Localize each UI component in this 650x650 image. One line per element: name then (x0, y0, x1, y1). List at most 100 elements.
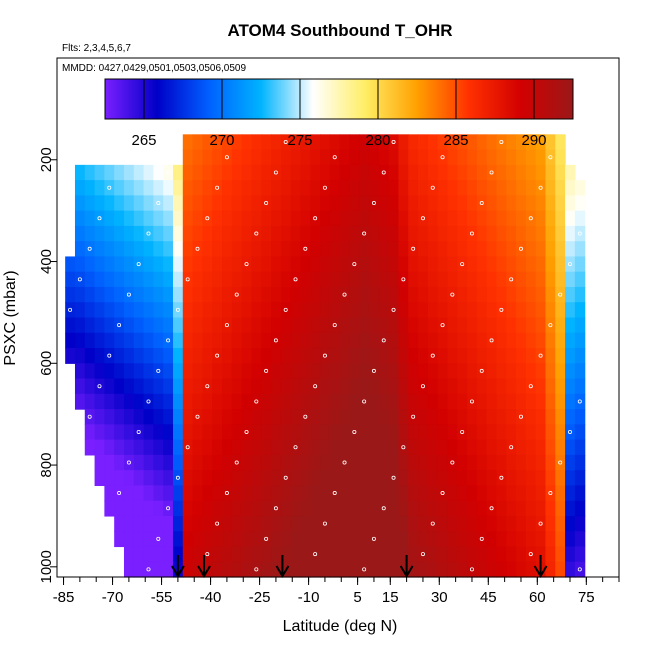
heatmap-cell (320, 378, 331, 395)
heatmap-cell (574, 348, 586, 364)
observation-point (273, 170, 278, 175)
heatmap-cell (496, 225, 507, 242)
heatmap-cell (163, 317, 174, 334)
heatmap-cell (251, 180, 262, 196)
heatmap-cell (437, 302, 449, 319)
heatmap-cell (525, 348, 537, 364)
observation-point (577, 231, 582, 236)
heatmap-cell (378, 256, 390, 273)
heatmap-cell (369, 271, 380, 288)
heatmap-cell (525, 409, 537, 425)
x-tick-label: 5 (353, 589, 361, 606)
heatmap-cell (123, 485, 135, 502)
heatmap-cell (271, 241, 282, 258)
heatmap-cell (359, 195, 370, 212)
heatmap-cell (476, 454, 488, 471)
heatmap-cell (320, 302, 331, 319)
heatmap-cell (427, 515, 439, 532)
heatmap-cell (427, 286, 439, 303)
heatmap-cell (398, 180, 409, 196)
heatmap-cell (104, 164, 115, 181)
heatmap-cell (74, 271, 86, 288)
heatmap-cell (457, 500, 468, 517)
heatmap-cell (369, 515, 380, 532)
heatmap-cell (241, 439, 253, 456)
heatmap-cell (310, 500, 321, 517)
heatmap-cell (133, 256, 145, 273)
heatmap-cell (516, 500, 527, 517)
observation-point (577, 399, 582, 404)
heatmap-cell (261, 363, 272, 380)
heatmap-cell (231, 378, 243, 395)
heatmap-cell (574, 424, 586, 441)
heatmap-cell (300, 500, 311, 517)
heatmap-cell (408, 271, 419, 288)
heatmap-cell (467, 256, 478, 273)
heatmap-cell (565, 286, 576, 303)
heatmap-cell (476, 180, 488, 196)
heatmap-cell (408, 332, 419, 349)
colorbar-ticks: 265 270 275 280 285 290 (131, 79, 547, 149)
heatmap-cell (94, 271, 105, 288)
heatmap-cell (143, 180, 154, 196)
heatmap-cell (486, 363, 498, 380)
observation-point (117, 323, 122, 328)
heatmap-cell (182, 439, 194, 456)
heatmap-cell (388, 546, 400, 563)
heatmap-cell (104, 378, 115, 395)
heatmap-cell (574, 546, 586, 563)
heatmap-cell (192, 225, 204, 242)
heatmap-cell (231, 470, 243, 487)
heatmap-cell (535, 546, 547, 563)
heatmap-cell (506, 164, 517, 181)
heatmap-cell (437, 241, 449, 258)
heatmap-cell (516, 439, 527, 456)
heatmap-cell (192, 195, 204, 212)
observation-point (420, 216, 425, 221)
heatmap-cell (339, 561, 351, 578)
colorbar-tick-label: 265 (131, 132, 156, 149)
heatmap-cell (349, 485, 360, 502)
heatmap-cell (408, 378, 419, 395)
heatmap-cell (310, 561, 321, 578)
heatmap-cell (231, 164, 243, 181)
heatmap-cell (496, 317, 507, 334)
observation-point (450, 292, 455, 297)
heatmap-cell (212, 195, 223, 212)
heatmap-cell (241, 348, 253, 364)
heatmap-cell (427, 256, 439, 273)
heatmap-cell (104, 348, 115, 364)
heatmap-cell (467, 195, 478, 212)
observation-point (293, 277, 298, 282)
heatmap-cell (349, 439, 360, 456)
heatmap-cell (574, 378, 586, 395)
heatmap-cell (339, 424, 351, 441)
heatmap-cell (565, 424, 576, 441)
heatmap-cell (84, 195, 96, 212)
observation-point (391, 307, 396, 312)
heatmap-cell (516, 485, 527, 502)
heatmap-cell (143, 286, 154, 303)
heatmap-cell (369, 363, 380, 380)
heatmap-cell (222, 180, 233, 196)
heatmap-cell (388, 225, 400, 242)
heatmap-cell (447, 378, 458, 395)
heatmap-cell (231, 332, 243, 349)
heatmap-cell (231, 363, 243, 380)
heatmap-cell (535, 134, 547, 151)
heatmap-cell (94, 470, 105, 487)
heatmap-cell (182, 500, 194, 517)
heatmap-cell (212, 271, 223, 288)
x-tick-label: -85 (53, 589, 75, 606)
observation-point (264, 536, 269, 541)
heatmap-cell (359, 286, 370, 303)
heatmap-cell (231, 531, 243, 548)
heatmap-cell (506, 332, 517, 349)
heatmap-cell (349, 134, 360, 151)
x-tick-label: -10 (298, 589, 320, 606)
heatmap-cell (104, 500, 115, 517)
heatmap-cell (153, 531, 164, 548)
heatmap-cell (163, 302, 174, 319)
heatmap-cell (496, 286, 507, 303)
heatmap-cell (427, 500, 439, 517)
